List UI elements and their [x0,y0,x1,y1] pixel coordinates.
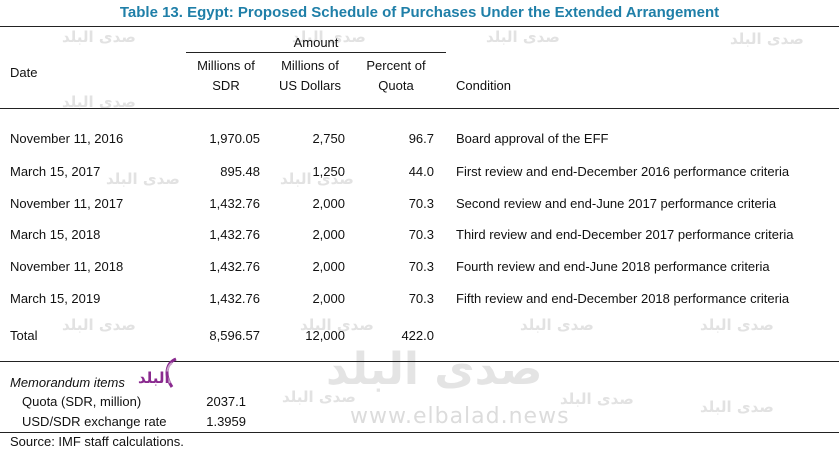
row-sdr: 895.48 [220,164,260,179]
watermark-site: www.elbalad.news [350,404,570,429]
watermark-text: صدى البلد [300,316,374,334]
header-condition: Condition [456,78,511,93]
row-date: March 15, 2017 [10,164,101,179]
total-pct: 422.0 [401,328,434,343]
row-sdr: 1,970.05 [209,131,260,146]
row-date: November 11, 2016 [10,131,124,146]
row-condition: Second review and end-June 2017 performa… [456,196,777,211]
watermark-text: صدى البلد [520,316,594,334]
watermark-text: صدى البلد [280,170,354,188]
row-date: March 15, 2019 [10,291,101,306]
memo-quota-label: Quota (SDR, million) [22,394,142,409]
row-date: November 11, 2018 [10,259,124,274]
header-usd-line2: US Dollars [278,78,342,93]
total-rule [0,361,839,362]
row-sdr: 1,432.76 [209,291,260,306]
elbalad-logo-icon: البلد [138,357,177,388]
row-usd: 2,000 [312,196,345,211]
row-usd: 2,000 [312,291,345,306]
watermark-text: صدى البلد [106,170,180,188]
watermark-text: صدى البلد [62,28,136,46]
row-usd: 1,250 [312,164,345,179]
memo-quota-value: 2037.1 [206,394,246,409]
watermark-text: صدى البلد [62,316,136,334]
row-pct: 70.3 [408,227,434,242]
row-date: November 11, 2017 [10,196,124,211]
header-sdr-line2: SDR [212,78,240,93]
header-date: Date [10,65,38,80]
row-sdr: 1,432.76 [209,259,260,274]
watermark-text: صدى البلد [62,93,136,111]
row-condition: First review and end-December 2016 perfo… [456,164,790,179]
row-condition: Third review and end-December 2017 perfo… [456,227,794,242]
total-sdr: 8,596.57 [209,328,260,343]
total-usd: 12,000 [305,328,345,343]
row-usd: 2,750 [312,131,345,146]
watermark-logo-text: صدى البلد [326,344,543,395]
watermark-text: صدى البلد [282,388,356,406]
watermark-text: صدى البلد [700,398,774,416]
row-usd: 2,000 [312,227,345,242]
total-label: Total [10,328,38,343]
source-note: Source: IMF staff calculations. [10,434,184,449]
bottom-rule [0,432,839,433]
row-pct: 70.3 [408,291,434,306]
watermark-text: صدى البلد [292,28,366,46]
amount-rule [186,52,446,53]
header-rule [0,108,839,109]
row-condition: Fifth review and end-December 2018 perfo… [456,291,790,306]
row-sdr: 1,432.76 [209,227,260,242]
row-pct: 70.3 [408,196,434,211]
memo-fx-value: 1.3959 [206,414,246,429]
row-sdr: 1,432.76 [209,196,260,211]
row-usd: 2,000 [312,259,345,274]
header-amount: Amount [293,35,339,50]
watermark-text: صدى البلد [486,28,560,46]
top-rule [0,26,839,27]
row-condition: Board approval of the EFF [456,131,609,146]
watermark-text: صدى البلد [730,30,804,48]
table-title: Table 13. Egypt: Proposed Schedule of Pu… [119,4,720,21]
header-usd-line1: Millions of [281,58,339,73]
row-date: March 15, 2018 [10,227,101,242]
memo-fx-label: USD/SDR exchange rate [22,414,167,429]
watermark-text: صدى البلد [560,390,634,408]
row-condition: Fourth review and end-June 2018 performa… [456,259,770,274]
header-pct-line1: Percent of [366,58,426,73]
row-pct: 70.3 [408,259,434,274]
row-pct: 96.7 [408,131,434,146]
row-pct: 44.0 [408,164,434,179]
header-pct-line2: Quota [378,78,414,93]
memo-heading: Memorandum items [10,375,125,390]
header-sdr-line1: Millions of [197,58,255,73]
watermark-text: صدى البلد [700,316,774,334]
logo-text: البلد [138,369,170,387]
